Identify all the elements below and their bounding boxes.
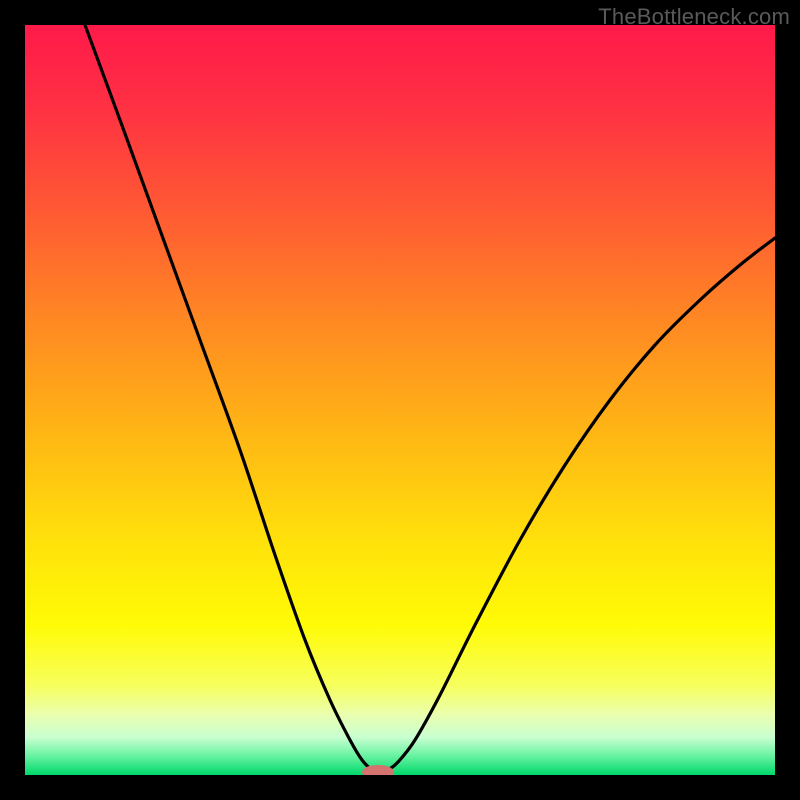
- chart-container: TheBottleneck.com: [0, 0, 800, 800]
- bottleneck-chart: [0, 0, 800, 800]
- watermark-text: TheBottleneck.com: [598, 4, 790, 30]
- plot-background: [25, 25, 775, 775]
